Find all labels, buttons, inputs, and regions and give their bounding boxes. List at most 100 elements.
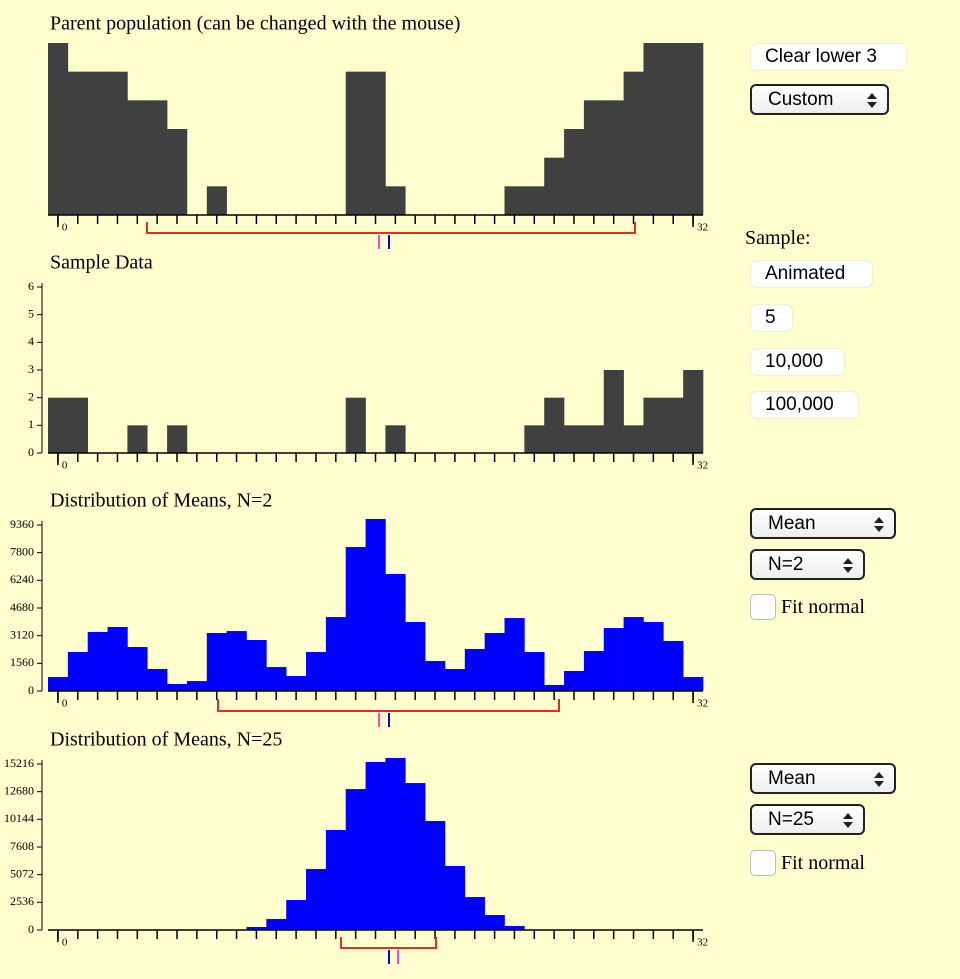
bar [186, 681, 208, 691]
bar [345, 71, 366, 216]
statistic-select[interactable]: Mean [750, 763, 896, 794]
bar [405, 622, 426, 691]
y-tick-label: 5 [28, 306, 34, 320]
fit-checkbox[interactable] [750, 850, 776, 876]
y-tick-label: 12680 [4, 783, 34, 797]
bar [306, 651, 327, 691]
panel-title: Parent population (can be changed with t… [50, 13, 460, 35]
fit-checkbox[interactable] [750, 594, 776, 620]
y-tick-label: 3120 [10, 627, 34, 641]
bar [345, 397, 366, 453]
select-value: N=25 [768, 809, 814, 830]
y-tick-label: 1560 [10, 655, 34, 669]
bar [87, 71, 108, 216]
bar [405, 783, 426, 930]
sample-button[interactable]: 100,000 [751, 392, 858, 418]
bar [484, 914, 505, 930]
panel-title: Distribution of Means, N=2 [50, 490, 272, 512]
population-select[interactable]: Custom [750, 84, 889, 115]
bar [504, 618, 525, 691]
x-tick-label: 0 [62, 222, 68, 234]
sample-button[interactable]: 5 [751, 305, 792, 331]
y-tick-label: 9360 [10, 517, 34, 531]
y-tick-label: 0 [28, 922, 34, 936]
y-tick-label: 2 [28, 389, 34, 403]
bar [127, 425, 148, 453]
select-value: Mean [768, 768, 816, 789]
bar [583, 651, 605, 691]
bar [226, 631, 247, 691]
sample-button[interactable]: 10,000 [751, 349, 844, 375]
panel-title: Distribution of Means, N=25 [50, 729, 282, 751]
x-tick-label: 32 [697, 698, 708, 710]
bar [464, 648, 485, 691]
panel-title: Sample Data [50, 252, 153, 274]
bar [385, 186, 406, 215]
x-tick-label: 0 [62, 460, 68, 472]
bar [484, 633, 505, 691]
y-tick-label: 6 [28, 279, 34, 293]
bar [583, 425, 605, 453]
n-select[interactable]: N=2 [750, 549, 865, 580]
bar [266, 667, 287, 691]
x-tick-label: 0 [62, 937, 68, 949]
bar [345, 546, 366, 691]
bar [643, 397, 664, 453]
bar [544, 397, 565, 453]
range-bracket [146, 222, 636, 234]
y-tick-label: 3 [28, 362, 34, 376]
bar [663, 397, 684, 453]
bar [425, 661, 446, 691]
bar [524, 186, 545, 215]
bar [623, 71, 644, 216]
x-tick-label: 32 [697, 937, 708, 949]
bar [385, 573, 406, 691]
bar [365, 518, 386, 691]
y-tick-label: 10144 [4, 811, 34, 825]
bar [67, 397, 88, 453]
y-tick-label: 4680 [10, 600, 34, 614]
select-value: Mean [768, 513, 816, 534]
range-bracket [217, 699, 560, 712]
bar [444, 669, 466, 691]
n-select[interactable]: N=25 [750, 804, 865, 835]
statistic-select[interactable]: Mean [750, 508, 896, 539]
bar [206, 186, 227, 215]
bar [266, 918, 287, 930]
bar [603, 100, 624, 215]
select-value: Custom [768, 89, 834, 110]
bar [67, 71, 88, 216]
bar [325, 829, 347, 930]
bar [87, 631, 108, 691]
y-tick-label: 1 [28, 417, 34, 431]
bar [564, 129, 585, 215]
bar [524, 651, 545, 691]
bar [683, 43, 704, 215]
bar [246, 926, 267, 930]
bar [425, 821, 446, 930]
y-tick-label: 0 [28, 683, 34, 697]
x-tick-label: 32 [697, 222, 708, 234]
bar [544, 157, 565, 215]
clear-button[interactable]: Clear lower 3 [751, 44, 906, 70]
bar [127, 647, 148, 691]
bar [167, 425, 188, 453]
bar [48, 43, 69, 215]
bar [147, 100, 168, 215]
y-tick-label: 0 [28, 445, 34, 459]
y-tick-label: 7608 [10, 839, 34, 853]
bar [206, 633, 227, 691]
y-tick-label: 7800 [10, 544, 34, 558]
y-tick-label: 2536 [10, 894, 34, 908]
bar [504, 925, 525, 930]
bar [564, 425, 585, 453]
bar [48, 676, 69, 691]
bar [564, 670, 585, 691]
fit-label: Fit normal [781, 596, 865, 618]
y-tick-label: 6240 [10, 572, 34, 586]
bar [167, 683, 188, 691]
bar [286, 676, 307, 691]
sample-button[interactable]: Animated [751, 261, 872, 287]
bar [544, 684, 565, 691]
